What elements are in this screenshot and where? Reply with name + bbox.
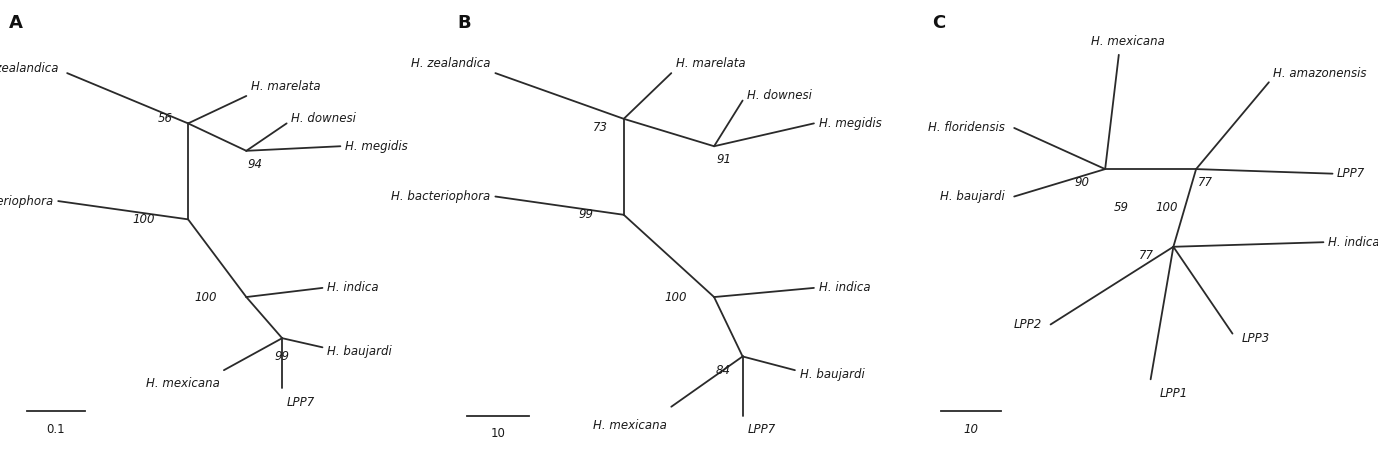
Text: H. indica: H. indica [819,282,871,294]
Text: 84: 84 [717,364,732,377]
Text: H. downesi: H. downesi [291,112,356,125]
Text: H. megidis: H. megidis [344,140,408,153]
Text: H. bacteriophora: H. bacteriophora [0,195,54,207]
Text: 91: 91 [717,154,732,166]
Text: H. mexicana: H. mexicana [593,419,667,431]
Text: 94: 94 [248,158,263,171]
Text: 90: 90 [1075,176,1090,189]
Text: H. baujardi: H. baujardi [799,368,864,381]
Text: H. baujardi: H. baujardi [940,190,1005,203]
Text: LPP1: LPP1 [1160,387,1188,399]
Text: H. bacteriophora: H. bacteriophora [391,190,491,203]
Text: LPP2: LPP2 [1013,318,1042,331]
Text: 77: 77 [1197,176,1213,189]
Text: H. marelata: H. marelata [251,80,321,93]
Text: H. marelata: H. marelata [677,58,745,70]
Text: 77: 77 [1138,250,1153,262]
Text: 100: 100 [132,213,154,226]
Text: LPP7: LPP7 [287,396,316,409]
Text: 99: 99 [274,350,289,363]
Text: H. zealandica: H. zealandica [411,58,491,70]
Text: 56: 56 [158,112,174,125]
Text: H. megidis: H. megidis [819,117,882,130]
Text: C: C [933,14,945,32]
Text: LPP7: LPP7 [747,423,776,436]
Text: B: B [457,14,471,32]
Text: H. indica: H. indica [1328,236,1378,249]
Text: H. downesi: H. downesi [747,90,812,102]
Text: LPP3: LPP3 [1242,332,1271,345]
Text: H. floridensis: H. floridensis [929,122,1005,134]
Text: H. mexicana: H. mexicana [146,377,219,390]
Text: 73: 73 [593,122,608,134]
Text: LPP7: LPP7 [1337,167,1366,180]
Text: H. zealandica: H. zealandica [0,62,58,75]
Text: H. indica: H. indica [327,282,379,294]
Text: 10: 10 [963,423,978,436]
Text: 59: 59 [1113,202,1129,214]
Text: 10: 10 [491,427,506,440]
Text: 100: 100 [194,291,218,303]
Text: H. mexicana: H. mexicana [1091,35,1164,48]
Text: 100: 100 [1155,202,1178,214]
Text: 99: 99 [579,208,593,221]
Text: A: A [10,14,23,32]
Text: 0.1: 0.1 [47,423,65,436]
Text: 100: 100 [664,291,688,303]
Text: H. baujardi: H. baujardi [327,345,391,358]
Text: H. amazonensis: H. amazonensis [1273,67,1367,80]
